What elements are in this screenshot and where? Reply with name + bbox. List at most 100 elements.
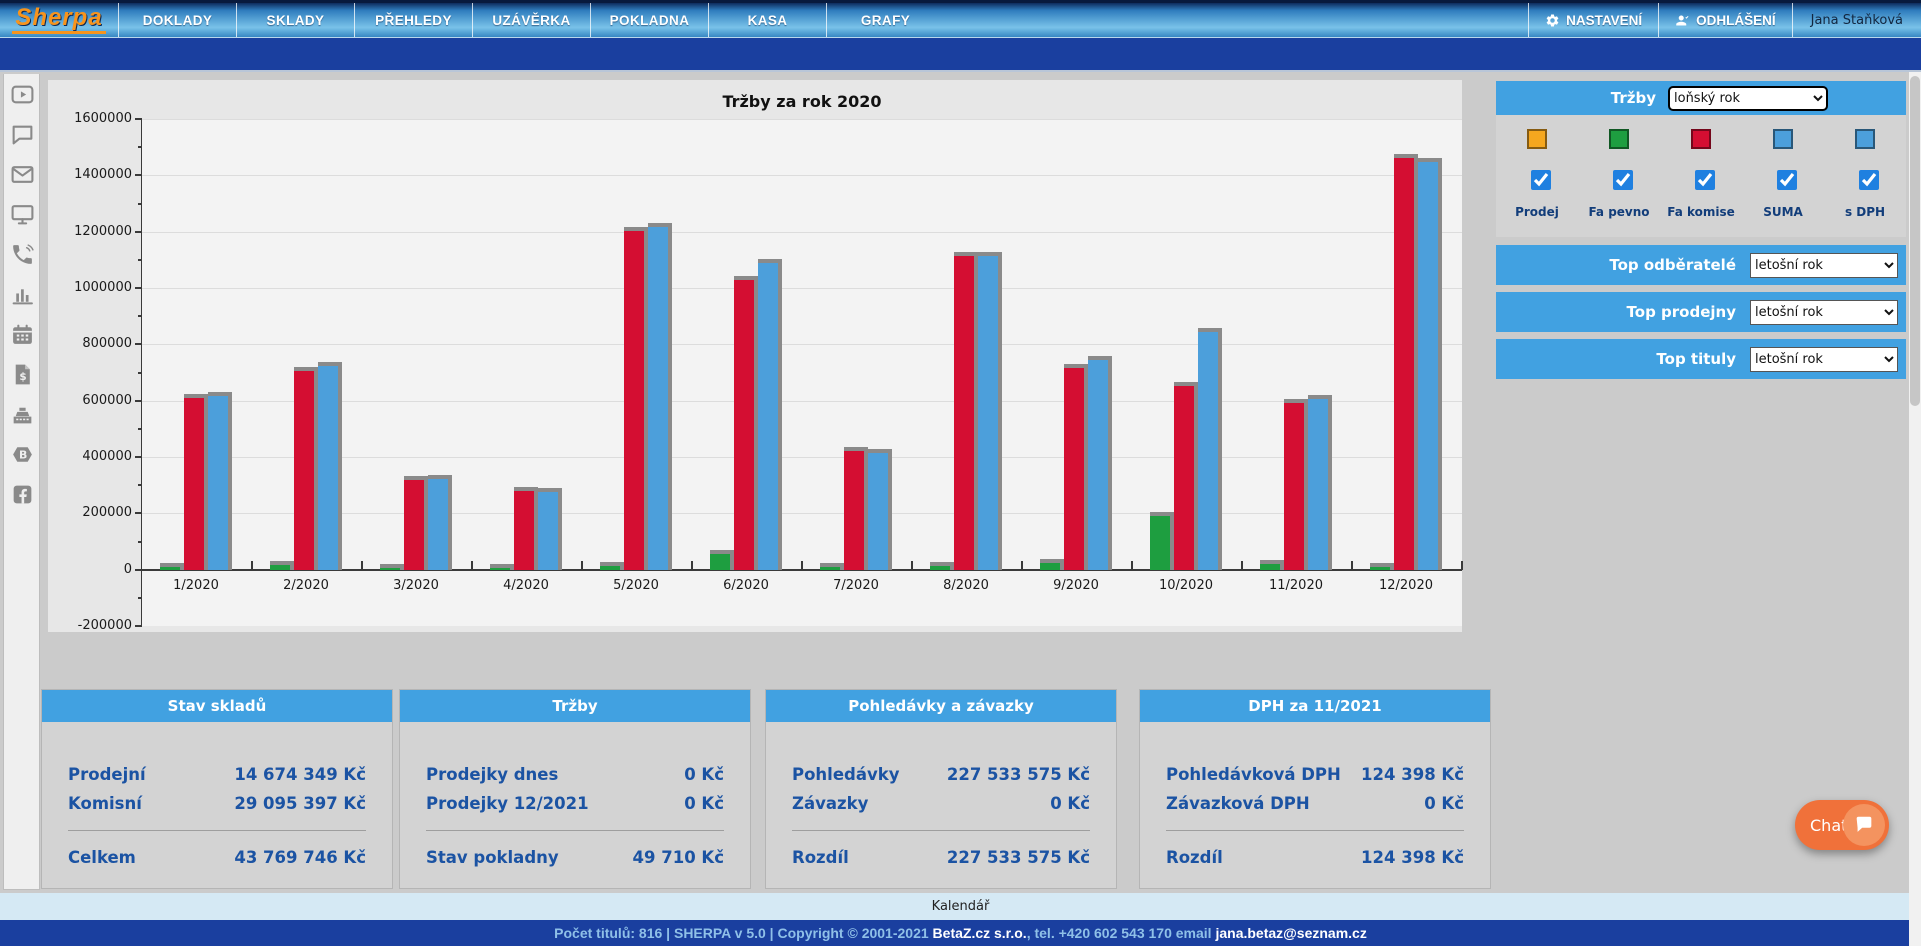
bar-suma-5/2020	[648, 223, 672, 570]
betaz-icon[interactable]: B	[4, 434, 41, 474]
series-checkbox-fa-komise[interactable]	[1695, 170, 1715, 190]
nav-item-kasa[interactable]: KASA	[708, 3, 826, 37]
x-axis-tick	[1131, 560, 1133, 570]
cash-register-icon[interactable]	[4, 394, 41, 434]
y-axis-label: 0	[123, 561, 132, 577]
gridline	[142, 119, 1462, 120]
x-axis-tick	[1461, 560, 1463, 570]
color-swatch	[1691, 129, 1711, 149]
y-axis-minor-tick	[138, 202, 142, 205]
x-axis-label: 11/2020	[1268, 577, 1323, 593]
top-customers-label: Top odběratelé	[1609, 256, 1736, 274]
nav-item-uzaverka[interactable]: UZÁVĚRKA	[472, 3, 590, 37]
top-titles-label: Top tituly	[1656, 350, 1736, 368]
panel-stock-status: Stav skladů Prodejní 14 674 349 Kč Komisn…	[42, 690, 392, 888]
color-swatch	[1609, 129, 1629, 149]
bar-suma-8/2020	[978, 252, 1002, 570]
chat-icon[interactable]	[4, 114, 41, 154]
email-link[interactable]: jana.betaz@seznam.cz	[1215, 925, 1367, 941]
mail-icon[interactable]	[4, 154, 41, 194]
scrollbar-thumb[interactable]	[1910, 76, 1920, 406]
bar-suma-7/2020	[868, 448, 892, 570]
bar-fa-komise-7/2020	[844, 447, 868, 570]
row-value: 124 398 Kč	[1361, 765, 1464, 784]
bar-fa-komise-9/2020	[1064, 363, 1088, 570]
invoice-icon[interactable]: $	[4, 354, 41, 394]
bar-chart-icon[interactable]	[4, 274, 41, 314]
gridline	[142, 288, 1462, 289]
color-swatch	[1773, 129, 1793, 149]
series-checkbox-suma[interactable]	[1777, 170, 1797, 190]
series-checkbox-fa-pevno[interactable]	[1613, 170, 1633, 190]
nav-item-grafy[interactable]: GRAFY	[826, 3, 944, 37]
x-axis-label: 5/2020	[613, 577, 659, 593]
sherpa-logo[interactable]: Sherpa	[12, 6, 106, 34]
divider	[792, 830, 1090, 831]
x-axis-label: 3/2020	[393, 577, 439, 593]
y-axis-minor-tick	[138, 484, 142, 487]
top-navigation-bar: Sherpa DOKLADY SKLADY PŘEHLEDY UZÁVĚRKA …	[0, 0, 1921, 38]
bar-fa-komise-10/2020	[1174, 382, 1198, 570]
x-axis-label: 12/2020	[1378, 577, 1433, 593]
bar-fa-komise-5/2020	[624, 226, 648, 570]
bar-fa-pevno-4/2020	[490, 563, 514, 570]
x-axis-tick	[581, 560, 583, 570]
gridline	[142, 400, 1462, 402]
y-axis-label: 1200000	[74, 223, 132, 239]
top-stores-select[interactable]: letošní rok	[1750, 299, 1898, 325]
x-axis-line	[142, 568, 1462, 571]
x-axis-tick	[251, 560, 253, 570]
y-axis-label: 1600000	[74, 111, 132, 126]
bar-suma-6/2020	[758, 259, 782, 570]
video-icon[interactable]	[4, 74, 41, 114]
series-checkbox-s-dph[interactable]	[1859, 170, 1879, 190]
chat-bubble-circle	[1843, 804, 1885, 846]
x-axis-label: 6/2020	[723, 577, 769, 593]
monitor-icon[interactable]	[4, 194, 41, 234]
top-stores-bar: Top prodejny letošní rok	[1496, 292, 1906, 332]
company-link[interactable]: BetaZ.cz s.r.o.	[932, 925, 1027, 941]
chat-button[interactable]: Chat	[1795, 800, 1889, 850]
chat-label: Chat	[1810, 815, 1848, 835]
y-axis-tick	[135, 512, 142, 515]
phone-icon[interactable]	[4, 234, 41, 274]
series-checkbox-prodej[interactable]	[1531, 170, 1551, 190]
bar-suma-12/2020	[1418, 158, 1442, 570]
y-axis-minor-tick	[138, 427, 142, 430]
logged-in-user: Jana Staňková	[1791, 3, 1921, 37]
series-label: Prodej	[1515, 205, 1559, 219]
nav-item-doklady[interactable]: DOKLADY	[118, 3, 236, 37]
bar-suma-1/2020	[208, 392, 232, 570]
revenue-period-select[interactable]: loňský rok	[1668, 85, 1828, 111]
settings-button[interactable]: NASTAVENÍ	[1528, 3, 1658, 37]
total-label: Rozdíl	[792, 848, 849, 867]
row-label: Prodejky 12/2021	[426, 794, 589, 813]
nav-item-prehledy[interactable]: PŘEHLEDY	[354, 3, 472, 37]
bar-fa-komise-1/2020	[184, 393, 208, 570]
x-axis-label: 9/2020	[1053, 577, 1099, 593]
row-label: Závazková DPH	[1166, 794, 1310, 813]
top-titles-select[interactable]: letošní rok	[1750, 346, 1898, 372]
facebook-icon[interactable]	[4, 474, 41, 514]
calendar-icon[interactable]	[4, 314, 41, 354]
top-customers-select[interactable]: letošní rok	[1750, 252, 1898, 278]
nav-item-sklady[interactable]: SKLADY	[236, 3, 354, 37]
svg-text:$: $	[19, 371, 26, 383]
y-axis-minor-tick	[138, 258, 142, 261]
divider	[426, 830, 724, 831]
x-axis-tick	[801, 560, 803, 570]
total-value: 227 533 575 Kč	[946, 848, 1090, 867]
nav-item-pokladna[interactable]: POKLADNA	[590, 3, 708, 37]
top-stores-label: Top prodejny	[1626, 303, 1736, 321]
logo-cell[interactable]: Sherpa	[0, 3, 118, 37]
panel-title: Pohledávky a závazky	[766, 690, 1116, 726]
bar-suma-3/2020	[428, 475, 452, 570]
panel-receivables: Pohledávky a závazky Pohledávky 227 533 5…	[766, 690, 1116, 888]
logout-button[interactable]: ODHLÁŠENÍ	[1658, 3, 1792, 37]
calendar-link[interactable]: Kalendář	[931, 899, 990, 914]
row-value: 0 Kč	[684, 765, 724, 784]
nav-right-group: NASTAVENÍ ODHLÁŠENÍ Jana Staňková	[1528, 3, 1921, 37]
color-swatch	[1855, 129, 1875, 149]
revenue-filter-label: Tržby	[1610, 89, 1656, 107]
